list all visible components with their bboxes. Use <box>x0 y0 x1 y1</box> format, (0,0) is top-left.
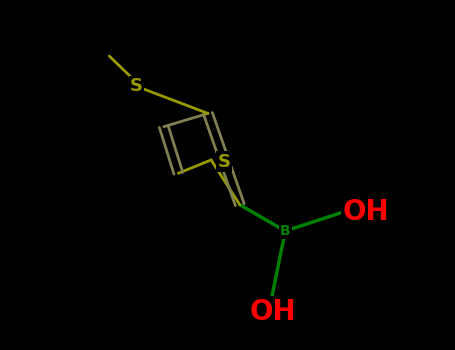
Text: OH: OH <box>250 298 296 326</box>
Text: B: B <box>280 224 291 238</box>
Text: OH: OH <box>343 198 389 226</box>
Text: S: S <box>130 77 143 95</box>
Text: S: S <box>217 153 230 171</box>
